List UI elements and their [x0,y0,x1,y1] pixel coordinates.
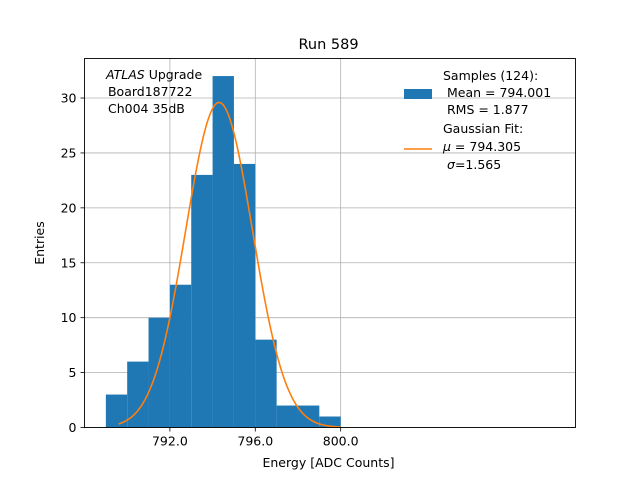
histogram-bar [233,163,256,428]
histogram-bar [297,405,320,428]
legend-fit-sigma-symbol: σ [447,157,456,172]
histogram-bar [191,174,213,428]
y-axis-label: Entries [32,221,47,265]
y-tick-label: 15 [61,255,77,270]
histogram-bar [255,339,277,428]
annotation-atlas: ATLAS [105,67,145,82]
svg-text:ATLAS Upgrade: ATLAS Upgrade [105,67,202,82]
x-tick-label: 792.0 [152,434,188,449]
histogram-bar [127,361,149,428]
annotation-channel: Ch004 35dB [104,101,185,116]
legend-fit-mu-symbol: μ [442,139,451,154]
x-axis-label: Energy [ADC Counts] [262,455,394,470]
x-tick-label: 796.0 [237,434,273,449]
histogram-bar [212,76,234,428]
histogram-bar [169,284,192,428]
plot-frame [84,58,576,428]
x-tick-label: 800.0 [323,434,359,449]
svg-text:μ = 794.305: μ = 794.305 [442,139,521,154]
y-tick-label: 25 [61,145,77,160]
legend-fit-title: Gaussian Fit: [443,121,523,136]
y-tick-label: 10 [61,310,77,325]
y-axis-ticks: 0 5 10 15 20 25 30 [61,91,85,435]
histogram-bar [276,405,298,428]
svg-text:σ=1.565: σ=1.565 [447,157,501,172]
gaussian-fit-curve [118,101,341,428]
chart-title: Run 589 [298,37,358,53]
annotation-board: Board187722 [104,84,192,99]
y-tick-label: 20 [61,200,77,215]
x-axis-ticks: 792.0 796.0 800.0 [152,427,359,449]
legend-fit-sigma: =1.565 [455,157,501,172]
histogram-bars [105,76,341,428]
y-tick-label: 30 [61,91,77,106]
histogram-bar [105,394,128,428]
legend-samples-mean: Mean = 794.001 [443,85,551,100]
legend: Samples (124): Mean = 794.001 RMS = 1.87… [404,68,551,172]
y-tick-label: 5 [69,365,77,380]
legend-fit-mu: = 794.305 [451,139,521,154]
annotation-upgrade: Upgrade [145,67,203,82]
legend-samples-swatch [404,89,432,99]
atlas-annotation: ATLAS Upgrade Board187722 Ch004 35dB [104,67,202,116]
legend-samples-title: Samples (124): [443,68,538,83]
legend-samples-rms: RMS = 1.877 [443,102,529,117]
histogram-bar [319,416,341,428]
y-tick-label: 0 [69,420,77,435]
